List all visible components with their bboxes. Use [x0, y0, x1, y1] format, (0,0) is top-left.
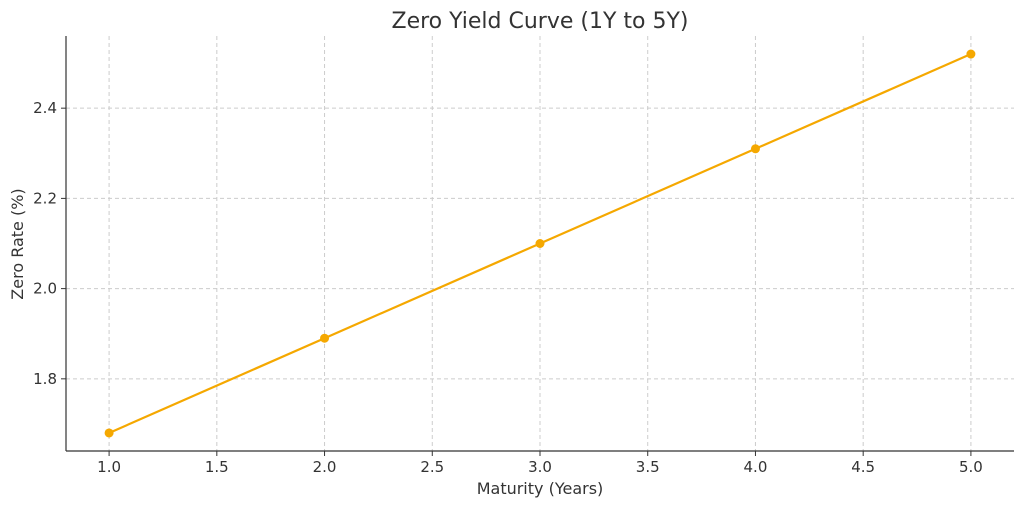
- data-point: [966, 49, 976, 59]
- y-axis-label: Zero Rate (%): [8, 188, 27, 299]
- y-tick-label: 2.0: [33, 280, 57, 298]
- data-point: [750, 144, 760, 154]
- x-tick-label: 3.0: [528, 458, 552, 476]
- x-tick-label: 4.5: [851, 458, 875, 476]
- data-point: [104, 428, 114, 438]
- chart-title: Zero Yield Curve (1Y to 5Y): [392, 9, 689, 34]
- x-tick-label: 1.0: [97, 458, 121, 476]
- y-tick-label: 2.2: [33, 189, 57, 207]
- ticks-layer: 1.0 1.5 2.0 2.5 3.0 3.5 4.0 4.5 5.0 1.8 2.0 2.2 2.4: [33, 99, 983, 476]
- x-tick-label: 5.0: [959, 458, 983, 476]
- x-tick-label: 4.0: [744, 458, 768, 476]
- y-tick-label: 2.4: [33, 99, 57, 117]
- series-layer: [104, 49, 976, 438]
- x-tick-label: 2.5: [420, 458, 444, 476]
- data-point: [320, 333, 330, 343]
- grid-layer: [66, 36, 1014, 451]
- x-tick-label: 1.5: [205, 458, 229, 476]
- y-tick-label: 1.8: [33, 370, 57, 388]
- x-tick-label: 3.5: [636, 458, 660, 476]
- x-axis-label: Maturity (Years): [477, 479, 604, 498]
- x-tick-label: 2.0: [313, 458, 337, 476]
- data-point: [535, 239, 545, 248]
